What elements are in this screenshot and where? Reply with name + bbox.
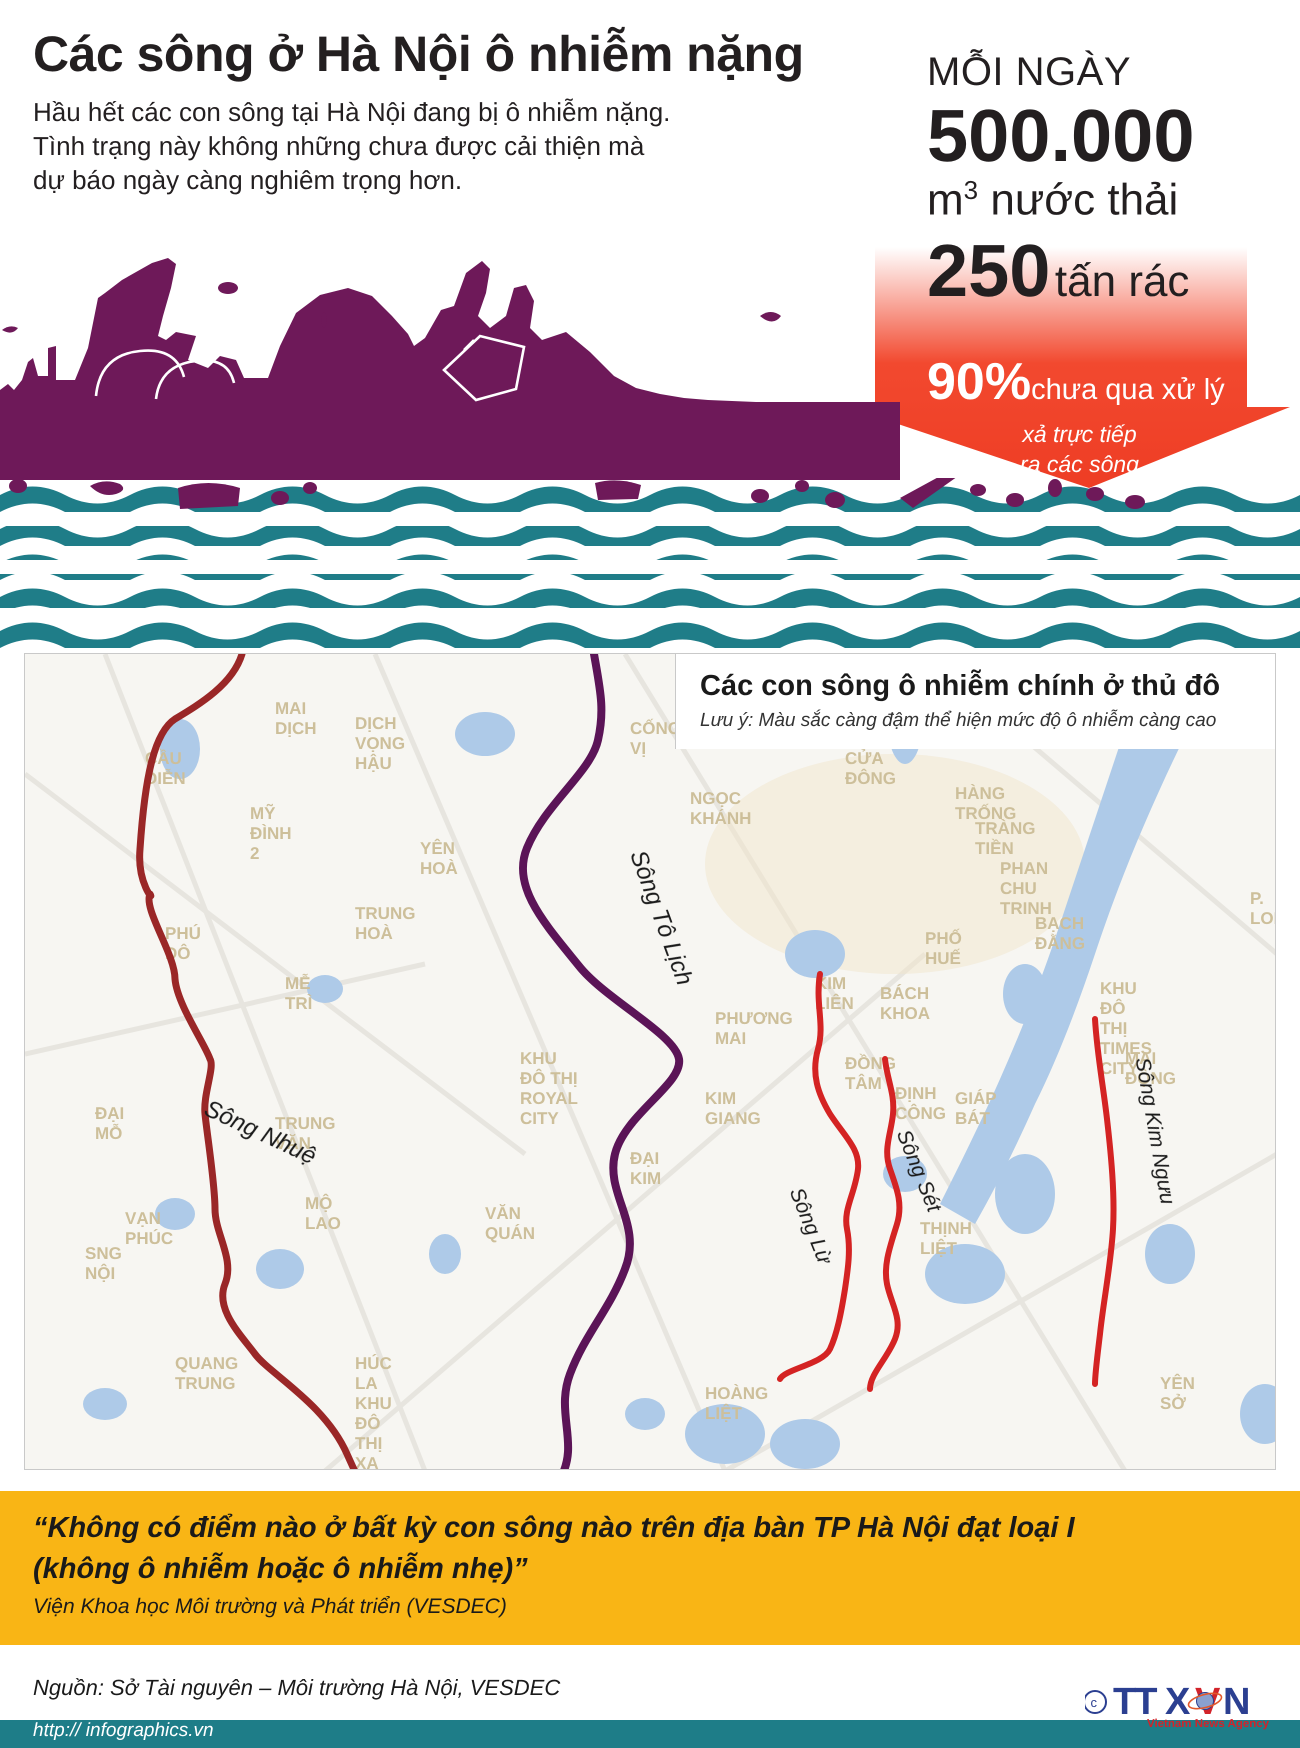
svg-text:X: X [1165,1681,1191,1723]
svg-text:TT: TT [1113,1681,1157,1723]
svg-text:c: c [1091,1695,1098,1710]
svg-text:N: N [1223,1681,1250,1723]
svg-text:Vietnam News Agency: Vietnam News Agency [1147,1718,1270,1730]
